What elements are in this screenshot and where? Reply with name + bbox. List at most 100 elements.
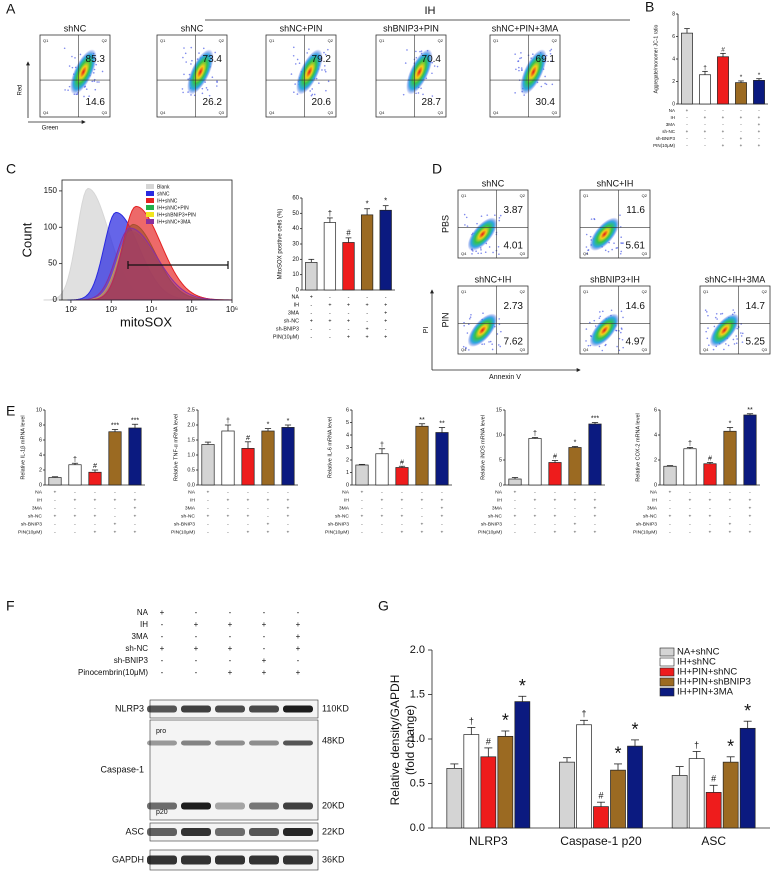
y-tick-label: 8 xyxy=(39,422,42,428)
condition-sign: - xyxy=(381,490,383,495)
flow-dot xyxy=(310,94,313,97)
flow-dot xyxy=(712,348,715,351)
bar xyxy=(68,464,82,486)
condition-sign: + xyxy=(534,498,537,503)
condition-sign: + xyxy=(740,143,743,148)
flow-dot xyxy=(550,48,553,51)
quadrant-name: Q3 xyxy=(328,110,334,115)
condition-sign: + xyxy=(347,318,350,324)
condition-sign: - xyxy=(74,506,76,511)
legend-label: NA+shNC xyxy=(677,647,720,658)
blot-band xyxy=(283,705,313,713)
x-tick-label: 10² xyxy=(65,305,77,314)
condition-sign: - xyxy=(669,498,671,503)
flow-dot xyxy=(740,332,742,334)
y-tick-label: 0 xyxy=(499,482,502,488)
condition-sign: - xyxy=(704,122,706,127)
condition-sign: - xyxy=(195,632,198,641)
condition-sign: - xyxy=(421,514,423,519)
flow-dot xyxy=(544,82,546,85)
condition-sign: + xyxy=(594,506,597,511)
y-tick-label: 0.5 xyxy=(187,467,195,473)
condition-name: PIN(10μM) xyxy=(273,334,299,340)
flow-dot xyxy=(467,323,470,325)
condition-sign: + xyxy=(749,530,752,535)
condition-sign: + xyxy=(296,644,301,653)
condition-name: sh-BNIP3 xyxy=(114,656,149,665)
condition-sign: - xyxy=(297,656,300,665)
condition-sign: - xyxy=(195,668,198,677)
condition-sign: - xyxy=(114,490,116,495)
flow-dot xyxy=(476,222,478,225)
flow-dot xyxy=(721,312,724,315)
condition-sign: + xyxy=(267,498,270,503)
bar xyxy=(703,463,717,486)
significance: # xyxy=(721,47,725,54)
condition-sign: + xyxy=(114,498,117,503)
flow-dot xyxy=(292,54,295,57)
flow-dot xyxy=(735,335,738,337)
blot-label: Caspase-1 xyxy=(100,764,144,774)
flow-dot xyxy=(63,47,66,50)
condition-sign: + xyxy=(381,514,384,519)
y-axis-label: Count xyxy=(19,222,34,257)
condition-sign: + xyxy=(328,302,331,308)
flow-dot xyxy=(324,69,326,71)
condition-sign: + xyxy=(441,498,444,503)
quadrant-name: Q4 xyxy=(43,110,49,115)
y-tick-label: 2.0 xyxy=(187,422,195,428)
flow-dot xyxy=(498,323,501,326)
condition-sign: + xyxy=(421,530,424,535)
y-tick-label: 2.5 xyxy=(187,407,195,413)
flow-density xyxy=(589,313,620,347)
flow-density xyxy=(467,313,498,347)
flow-dot xyxy=(415,50,417,53)
condition-sign: + xyxy=(709,514,712,519)
quadrant-value: 14.6 xyxy=(626,301,646,312)
condition-sign: - xyxy=(554,490,556,495)
condition-sign: - xyxy=(287,490,289,495)
condition-sign: + xyxy=(361,490,364,495)
x-tick-label: 10⁵ xyxy=(186,305,198,314)
condition-name: 3MA xyxy=(339,505,350,511)
flow-dot xyxy=(470,313,472,316)
condition-sign: + xyxy=(384,318,387,324)
plot-title: shNC+PIN xyxy=(280,23,323,33)
bar xyxy=(108,431,122,486)
y-tick-label: 6 xyxy=(346,407,349,413)
condition-sign: + xyxy=(686,129,689,134)
condition-sign: - xyxy=(54,522,56,527)
blot-size: 48KD xyxy=(322,735,345,745)
flow-dot xyxy=(468,317,471,320)
y-tick-label: 0 xyxy=(654,482,657,488)
condition-name: IH xyxy=(652,497,657,503)
bar xyxy=(88,471,102,486)
condition-sign: - xyxy=(310,326,312,332)
y-tick-label: 0.0 xyxy=(410,822,425,834)
quadrant-name: Q4 xyxy=(461,251,467,256)
x-axis-label: mitoSOX xyxy=(120,314,172,329)
condition-sign: + xyxy=(709,530,712,535)
quadrant-name: Q1 xyxy=(43,38,49,43)
quadrant-name: Q4 xyxy=(379,110,385,115)
bar xyxy=(568,447,582,486)
condition-sign: - xyxy=(514,498,516,503)
row-label: PBS xyxy=(440,215,450,233)
condition-sign: - xyxy=(669,506,671,511)
bar xyxy=(514,701,531,829)
condition-sign: - xyxy=(361,522,363,527)
condition-sign: + xyxy=(758,129,761,134)
blot-size: 110KD xyxy=(322,703,349,713)
flow-dot xyxy=(318,82,320,84)
flow-dot xyxy=(585,340,587,342)
quadrant-name: Q1 xyxy=(269,38,275,43)
legend-swatch xyxy=(146,212,154,217)
legend-swatch xyxy=(146,184,154,189)
significance: † xyxy=(73,455,77,463)
condition-sign: - xyxy=(709,522,711,527)
blot-band xyxy=(147,705,177,713)
bar xyxy=(342,242,355,291)
condition-sign: - xyxy=(297,608,300,617)
flow-dot xyxy=(183,73,185,76)
